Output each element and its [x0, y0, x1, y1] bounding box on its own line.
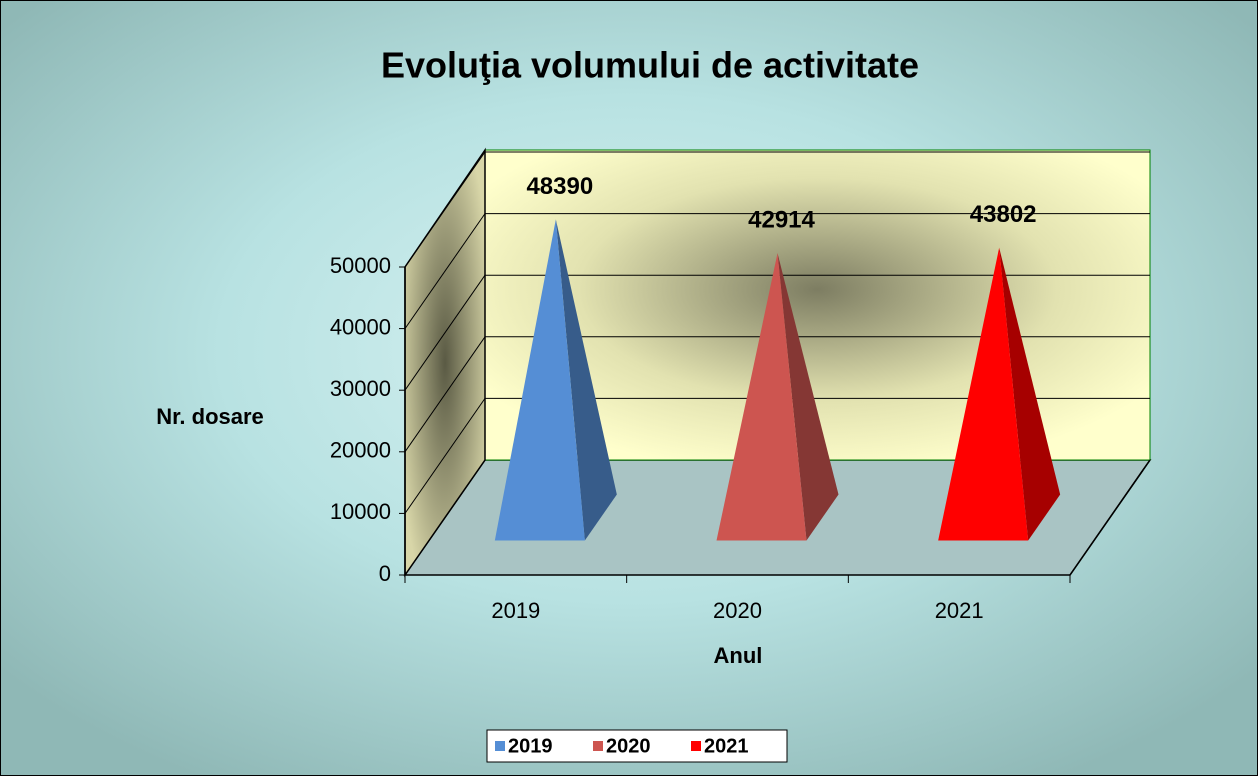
- y-tick-label: 20000: [330, 438, 391, 463]
- legend: [486, 729, 788, 763]
- pyramid: [716, 253, 807, 541]
- legend-label: 2021: [704, 735, 749, 757]
- chart-title: Evoluţia volumului de activitate: [381, 45, 919, 86]
- x-tick-label: 2021: [935, 598, 984, 623]
- legend-label: 2019: [508, 735, 553, 757]
- y-tick-label: 0: [379, 561, 391, 586]
- pyramid-side: [999, 247, 1061, 541]
- grid-line: [404, 151, 486, 268]
- legend-swatch: [593, 741, 603, 751]
- grid-line: [404, 213, 486, 329]
- x-tick-label: 2019: [491, 598, 540, 623]
- pyramid-side: [777, 253, 839, 541]
- value-label: 42914: [748, 206, 815, 233]
- pyramid: [494, 219, 585, 541]
- pyramid: [938, 247, 1029, 541]
- x-axis-label: Anul: [714, 643, 763, 668]
- x-tick-label: 2020: [713, 598, 762, 623]
- grid-line: [404, 398, 486, 514]
- y-axis-label: Nr. dosare: [156, 404, 264, 429]
- value-label: 43802: [970, 201, 1037, 228]
- legend-swatch: [691, 741, 701, 751]
- value-label: 48390: [526, 173, 593, 200]
- y-tick-label: 40000: [330, 314, 391, 339]
- grid-line: [404, 274, 486, 391]
- floor-edge: [1069, 459, 1151, 576]
- grid-line: [404, 336, 486, 453]
- y-tick-label: 10000: [330, 499, 391, 524]
- legend-label: 2020: [606, 735, 651, 757]
- legend-swatch: [495, 741, 505, 751]
- pyramid-side: [555, 219, 617, 541]
- y-tick-label: 50000: [330, 253, 391, 278]
- y-tick-label: 30000: [330, 376, 391, 401]
